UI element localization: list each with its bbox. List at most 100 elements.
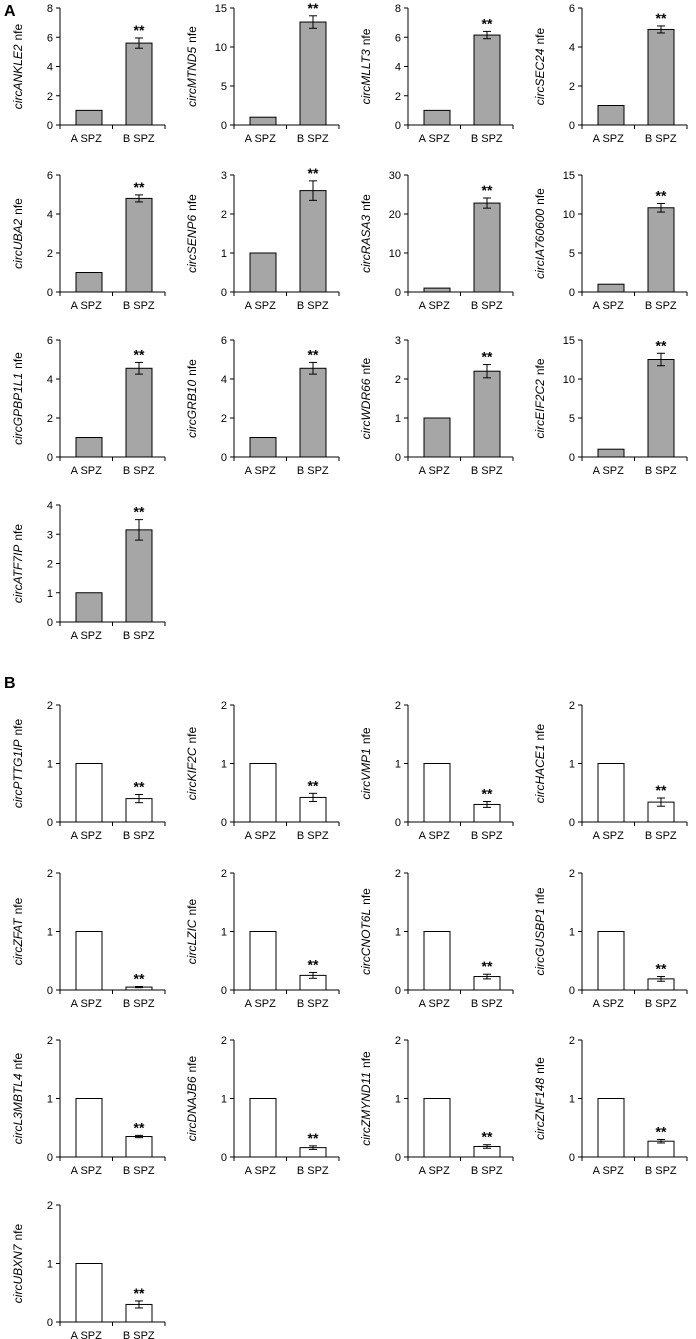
y-axis-label: circRASA3 nfe <box>359 194 373 273</box>
y-tick-label: 1 <box>47 927 53 939</box>
significance-label: ** <box>308 165 319 181</box>
gene-name: circGUSBP1 <box>533 908 547 975</box>
y-axis-label: circEIF2C2 nfe <box>533 358 547 438</box>
x-category-label: B SPZ <box>471 300 503 312</box>
y-tick-label: 1 <box>395 759 401 771</box>
x-category-label: A SPZ <box>71 300 102 312</box>
gene-name: circMTND5 <box>185 47 199 107</box>
y-tick-label: 0 <box>395 452 401 464</box>
significance-label: ** <box>134 504 145 520</box>
bar-a-spz <box>249 252 277 293</box>
y-tick-label: 15 <box>563 170 575 182</box>
significance-label: ** <box>482 349 493 365</box>
gene-name: circIA760600 <box>533 208 547 278</box>
x-category-label: B SPZ <box>645 465 677 477</box>
y-tick-label: 4 <box>395 62 401 74</box>
significance-label: ** <box>134 346 145 362</box>
bar-b-spz <box>473 370 501 458</box>
gene-name: circGRB10 <box>185 380 199 438</box>
y-axis-label: circVMP1 nfe <box>359 727 373 799</box>
y-tick-label: 2 <box>47 700 53 712</box>
unit-suffix: nfe <box>533 723 547 740</box>
chart-circl3mbtl4: 0 1 2 A SPZ ** B SPZ circL3MBTL4 nfe <box>11 1035 166 1177</box>
y-tick-label: 0 <box>47 1317 53 1329</box>
unit-suffix: nfe <box>359 727 373 744</box>
bar-b-spz <box>125 42 153 126</box>
unit-suffix: nfe <box>359 358 373 375</box>
y-tick-label: 4 <box>47 62 53 74</box>
chart-circznf148: 0 1 2 A SPZ ** B SPZ circZNF148 nfe <box>533 1035 688 1177</box>
y-tick-label: 1 <box>221 927 227 939</box>
bar-a-spz <box>597 283 625 293</box>
bar-a-spz <box>75 763 103 823</box>
unit-suffix: nfe <box>11 198 25 215</box>
y-axis-label: circZNF148 nfe <box>533 1057 547 1140</box>
bar-a-spz <box>249 116 277 126</box>
chart-circcnot6l: 0 1 2 A SPZ ** B SPZ circCNOT6L nfe <box>359 868 514 1010</box>
bar-a-spz <box>75 437 103 458</box>
chart-circkif2c: 0 1 2 A SPZ ** B SPZ circKIF2C nfe <box>185 700 340 842</box>
unit-suffix: nfe <box>533 27 547 44</box>
x-category-label: B SPZ <box>123 630 155 642</box>
significance-label: ** <box>656 10 667 26</box>
y-tick-label: 2 <box>395 700 401 712</box>
chart-circubxn7: 0 1 2 A SPZ ** B SPZ circUBXN7 nfe <box>11 1200 166 1339</box>
chart-circhace1: 0 1 2 A SPZ ** B SPZ circHACE1 nfe <box>533 700 688 842</box>
y-tick-label: 30 <box>389 170 401 182</box>
bar-a-spz <box>249 763 277 823</box>
bar-b-spz <box>647 359 675 458</box>
gene-name: circUBXN7 <box>11 1243 25 1303</box>
x-category-label: A SPZ <box>419 1165 450 1177</box>
x-category-label: A SPZ <box>245 998 276 1010</box>
y-tick-label: 4 <box>569 42 575 54</box>
y-tick-label: 5 <box>569 248 575 260</box>
x-category-label: B SPZ <box>645 830 677 842</box>
y-tick-label: 1 <box>221 1094 227 1106</box>
y-tick-label: 1 <box>47 588 53 600</box>
y-tick-label: 2 <box>221 868 227 880</box>
significance-label: ** <box>656 337 667 353</box>
bar-b-spz <box>473 202 501 293</box>
y-tick-label: 0 <box>395 287 401 299</box>
significance-label: ** <box>308 1130 319 1146</box>
y-tick-label: 0 <box>221 452 227 464</box>
unit-suffix: nfe <box>533 887 547 904</box>
y-tick-label: 0 <box>569 985 575 997</box>
x-category-label: B SPZ <box>123 465 155 477</box>
y-tick-label: 0 <box>221 817 227 829</box>
y-axis-label: circGPBP1L1 nfe <box>11 352 25 445</box>
x-category-label: A SPZ <box>593 1165 624 1177</box>
x-category-label: B SPZ <box>645 998 677 1010</box>
bar-a-spz <box>75 931 103 991</box>
unit-suffix: nfe <box>533 1057 547 1074</box>
y-tick-label: 1 <box>47 1259 53 1271</box>
unit-suffix: nfe <box>185 26 199 43</box>
y-tick-label: 2 <box>395 1035 401 1047</box>
bar-a-spz <box>423 109 451 126</box>
x-category-label: B SPZ <box>471 465 503 477</box>
y-axis-label: circIA760600 nfe <box>533 188 547 279</box>
chart-circmllt3: 0 2 4 6 8 A SPZ ** B SPZ circMLLT3 nfe <box>359 3 514 145</box>
bar-b-spz <box>125 529 153 623</box>
gene-name: circL3MBTL4 <box>11 1073 25 1144</box>
y-tick-label: 4 <box>47 500 53 512</box>
y-tick-label: 1 <box>569 1094 575 1106</box>
significance-label: ** <box>482 15 493 31</box>
unit-suffix: nfe <box>533 358 547 375</box>
y-tick-label: 0 <box>395 817 401 829</box>
y-tick-label: 2 <box>221 1035 227 1047</box>
gene-name: circZNF148 <box>533 1078 547 1140</box>
panel-label-b: B <box>4 675 16 692</box>
x-category-label: A SPZ <box>419 998 450 1010</box>
unit-suffix: nfe <box>185 899 199 916</box>
x-category-label: B SPZ <box>123 830 155 842</box>
bar-b-spz <box>299 21 327 126</box>
chart-circmtnd5: 0 5 10 15 A SPZ ** B SPZ circMTND5 nfe <box>185 0 340 145</box>
x-category-label: B SPZ <box>645 300 677 312</box>
y-tick-label: 0 <box>395 1152 401 1164</box>
y-tick-label: 2 <box>47 413 53 425</box>
x-category-label: A SPZ <box>593 465 624 477</box>
y-tick-label: 0 <box>569 1152 575 1164</box>
chart-circlzic: 0 1 2 A SPZ ** B SPZ circLZIC nfe <box>185 868 340 1010</box>
